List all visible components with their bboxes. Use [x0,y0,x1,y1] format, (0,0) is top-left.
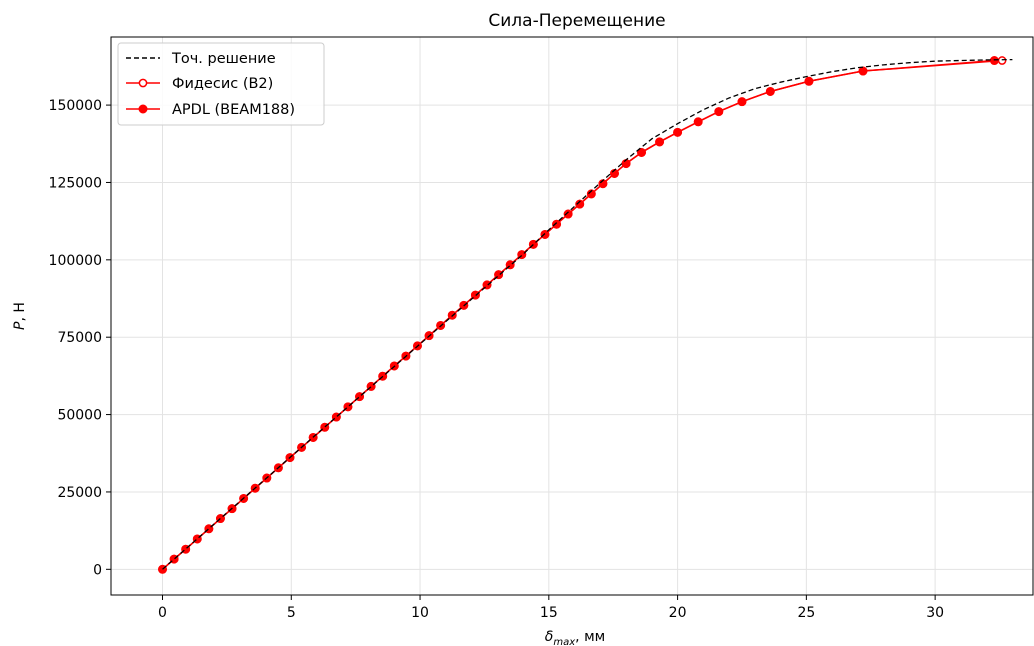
grid [111,37,1033,595]
y-tick-label-4: 100000 [49,253,102,269]
legend-label-fidesys: Фидесис (B2) [172,76,273,92]
series-2-point-47 [765,86,775,96]
series-2-point-45 [714,107,724,117]
legend-swatch-fidesys-marker [138,78,148,88]
y-axis-label: P, Н [12,302,28,330]
x-tick-label-1: 5 [287,605,296,621]
series-1-point-50 [997,56,1007,65]
y-tick-label-5: 125000 [49,175,102,191]
legend: Точ. решение Фидесис (B2) APDL (BEAM188) [117,42,325,126]
x-tick-label-4: 20 [669,605,687,621]
ticks: 0 5 10 15 20 25 30 0 25000 50000 75000 100000 125000… [49,98,945,621]
series-layer [158,56,1013,574]
series-2-point-37 [586,189,596,199]
series-2-point-44 [693,117,703,127]
y-tick-label-1: 25000 [57,485,102,501]
series-2-point-42 [655,137,665,147]
series-0-line [162,58,1013,570]
series-2-point-46 [737,97,747,107]
series-2-point-33 [540,229,550,239]
series-2-point-50 [989,56,999,66]
x-tick-label-6: 30 [926,605,944,621]
y-tick-label-2: 50000 [57,408,102,424]
series-2-point-43 [673,127,683,137]
legend-swatch-apdl-marker [138,104,148,114]
legend-frame [117,42,325,126]
legend-label-exact: Точ. решение [171,51,276,67]
y-tick-label-3: 75000 [57,330,102,346]
legend-label-apdl: APDL (BEAM188) [172,102,295,118]
chart-title: Сила-Перемещение [488,11,665,31]
series-2-point-40 [621,159,631,169]
series-2-point-34 [552,219,562,229]
plot-frame [110,36,1034,596]
x-tick-label-5: 25 [797,605,815,621]
x-tick-label-2: 10 [411,605,429,621]
series-2-point-48 [804,76,814,86]
series-2-point-35 [563,209,573,219]
y-tick-label-6: 150000 [49,98,102,114]
x-tick-label-3: 15 [540,605,558,621]
series-2-point-36 [575,199,585,209]
series-2-point-41 [637,147,647,157]
series-2-point-49 [858,66,868,76]
x-tick-label-0: 0 [158,605,167,621]
x-axis-label: δmax, мм [545,629,605,646]
y-tick-label-0: 0 [93,562,102,578]
series-0 [162,58,1013,570]
